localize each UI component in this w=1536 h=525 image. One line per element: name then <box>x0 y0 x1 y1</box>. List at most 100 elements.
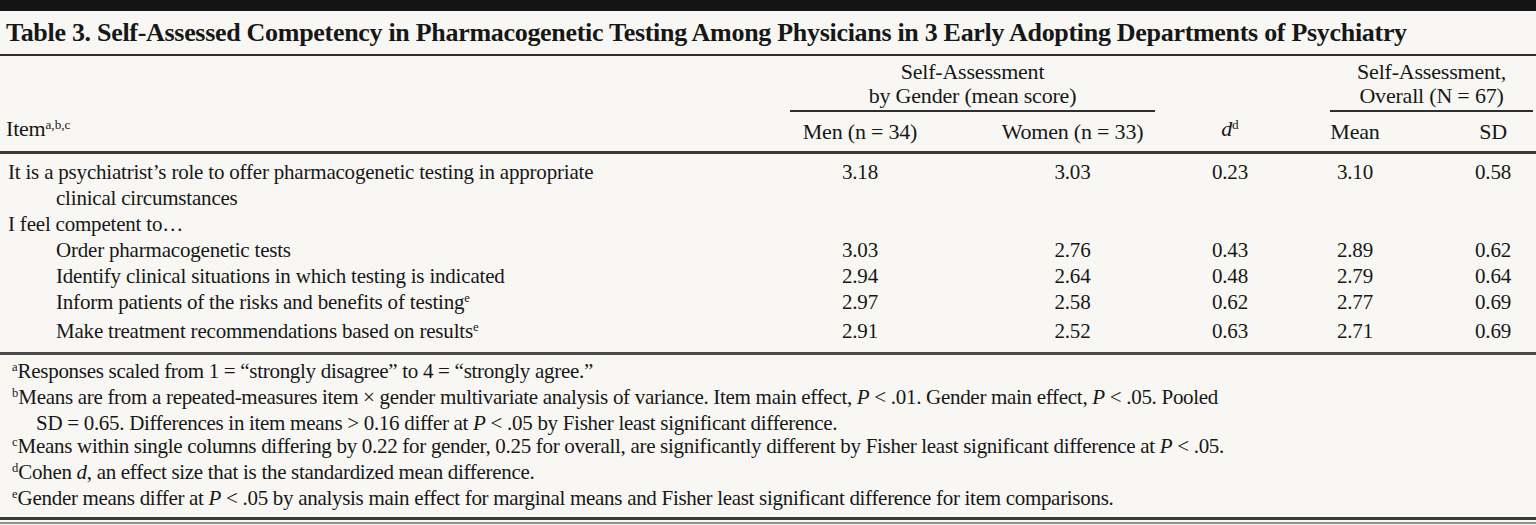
footnote-text: < .05 by Fisher least significant differ… <box>486 411 838 435</box>
footnote-text: P <box>1092 385 1105 409</box>
sd-column-header: SD <box>1450 112 1536 153</box>
women-value <box>945 211 1200 237</box>
table-row: Order pharmacogenetic tests3.032.760.432… <box>0 237 1536 263</box>
gender-group-label: Self-Assessment by Gender (mean score) <box>790 60 1155 112</box>
table-row: Inform patients of the risks and benefit… <box>0 289 1536 318</box>
item-footnote-mark: e <box>473 320 479 334</box>
men-value: 3.03 <box>775 237 945 263</box>
footnote-text: Cohen <box>18 460 76 484</box>
overall-group-line2: Overall (N = 67) <box>1330 84 1533 108</box>
item-cell: Order pharmacogenetic tests <box>0 237 775 263</box>
table-row: It is a psychiatrist’s role to offer pha… <box>0 153 1536 212</box>
sd-value: 0.69 <box>1450 289 1536 318</box>
spanner-row: Self-Assessment by Gender (mean score) S… <box>0 56 1536 112</box>
cohen-d-symbol: d <box>1221 116 1232 141</box>
footnote-marker: c <box>12 435 18 449</box>
footnote-marker: a <box>12 360 18 374</box>
women-value: 2.52 <box>945 318 1200 354</box>
table-body: It is a psychiatrist’s role to offer pha… <box>0 153 1536 354</box>
competency-table: Self-Assessment by Gender (mean score) S… <box>0 56 1536 355</box>
table-row: Make treatment recommendations based on … <box>0 318 1536 354</box>
d-value: 0.48 <box>1200 263 1260 289</box>
table-title: Table 3. Self-Assessed Competency in Pha… <box>0 11 1536 56</box>
sd-value: 0.58 <box>1450 153 1536 212</box>
spanner-gap-item <box>0 56 775 112</box>
bottom-rule <box>0 522 1536 524</box>
footnote-text: < .05 by analysis main effect for margin… <box>221 486 1113 510</box>
footnote-e: eGender means differ at P < .05 by analy… <box>6 487 1530 513</box>
overall-group-header: Self-Assessment, Overall (N = 67) <box>1260 56 1536 112</box>
mean-value: 2.77 <box>1260 289 1450 318</box>
d-value <box>1200 211 1260 237</box>
mean-value: 2.71 <box>1260 318 1450 354</box>
footnote-marker: b <box>12 386 18 400</box>
footnote-text: Means within single columns differing by… <box>18 434 1160 458</box>
cohen-d-column-header: dd <box>1200 112 1260 153</box>
footnote-text: Gender means differ at <box>18 486 209 510</box>
item-cell: Inform patients of the risks and benefit… <box>0 289 775 318</box>
footnote-marker: e <box>12 487 18 501</box>
mean-value: 2.79 <box>1260 263 1450 289</box>
footnote-a: aResponses scaled from 1 = “strongly dis… <box>6 360 1530 386</box>
footnote-c: cMeans within single columns differing b… <box>6 435 1530 461</box>
footnote-text: Responses scaled from 1 = “strongly disa… <box>18 359 593 383</box>
men-value: 2.91 <box>775 318 945 354</box>
gender-group-line2: by Gender (mean score) <box>790 84 1155 108</box>
footnote-text: P <box>209 486 222 510</box>
gender-group-line1: Self-Assessment <box>790 60 1155 84</box>
sd-value: 0.69 <box>1450 318 1536 354</box>
footnote-text: Means are from a repeated-measures item … <box>18 385 857 409</box>
top-rule <box>0 0 1536 11</box>
cohen-d-footnote-mark: d <box>1232 117 1239 132</box>
mean-value: 2.89 <box>1260 237 1450 263</box>
item-column-label: Item <box>6 116 46 141</box>
mean-value: 3.10 <box>1260 153 1450 212</box>
sd-value <box>1450 211 1536 237</box>
footnote-text: < .05. <box>1172 434 1224 458</box>
men-column-header: Men (n = 34) <box>775 112 945 153</box>
footnote-d: dCohen d, an effect size that is the sta… <box>6 461 1530 487</box>
mean-value <box>1260 211 1450 237</box>
item-cell: I feel competent to… <box>0 211 775 237</box>
item-cell: Identify clinical situations in which te… <box>0 263 775 289</box>
overall-group-line1: Self-Assessment, <box>1330 60 1533 84</box>
item-column-footnote-marks: a,b,c <box>46 117 71 132</box>
item-column-header: Itema,b,c <box>0 112 775 153</box>
women-value: 2.64 <box>945 263 1200 289</box>
footnote-text: P <box>857 385 870 409</box>
women-value: 2.58 <box>945 289 1200 318</box>
women-value: 2.76 <box>945 237 1200 263</box>
d-value: 0.62 <box>1200 289 1260 318</box>
men-value: 2.94 <box>775 263 945 289</box>
sd-value: 0.62 <box>1450 237 1536 263</box>
footnotes: aResponses scaled from 1 = “strongly dis… <box>0 355 1536 520</box>
spanner-gap-d <box>1200 56 1260 112</box>
table-header: Self-Assessment by Gender (mean score) S… <box>0 56 1536 153</box>
d-value: 0.43 <box>1200 237 1260 263</box>
footnote-b: bMeans are from a repeated-measures item… <box>6 386 1530 435</box>
item-cell: It is a psychiatrist’s role to offer pha… <box>0 153 775 212</box>
mean-column-header: Mean <box>1260 112 1450 153</box>
overall-group-label: Self-Assessment, Overall (N = 67) <box>1330 60 1533 112</box>
men-value <box>775 211 945 237</box>
item-cell: Make treatment recommendations based on … <box>0 318 775 354</box>
table-figure: Table 3. Self-Assessed Competency in Pha… <box>0 0 1536 525</box>
women-column-header: Women (n = 33) <box>945 112 1200 153</box>
men-value: 3.18 <box>775 153 945 212</box>
footnote-text: d <box>77 460 87 484</box>
item-footnote-mark: e <box>464 291 470 305</box>
footnote-marker: d <box>12 461 18 475</box>
footnote-text: P <box>473 411 486 435</box>
footnote-text: P <box>1160 434 1173 458</box>
d-value: 0.23 <box>1200 153 1260 212</box>
table-row: Identify clinical situations in which te… <box>0 263 1536 289</box>
gender-group-header: Self-Assessment by Gender (mean score) <box>775 56 1200 112</box>
women-value: 3.03 <box>945 153 1200 212</box>
footnote-text: < .01. Gender main effect, <box>869 385 1092 409</box>
d-value: 0.63 <box>1200 318 1260 354</box>
table-row: I feel competent to… <box>0 211 1536 237</box>
column-header-row: Itema,b,c Men (n = 34) Women (n = 33) dd… <box>0 112 1536 153</box>
footnote-text: , an effect size that is the standardize… <box>87 460 535 484</box>
men-value: 2.97 <box>775 289 945 318</box>
sd-value: 0.64 <box>1450 263 1536 289</box>
